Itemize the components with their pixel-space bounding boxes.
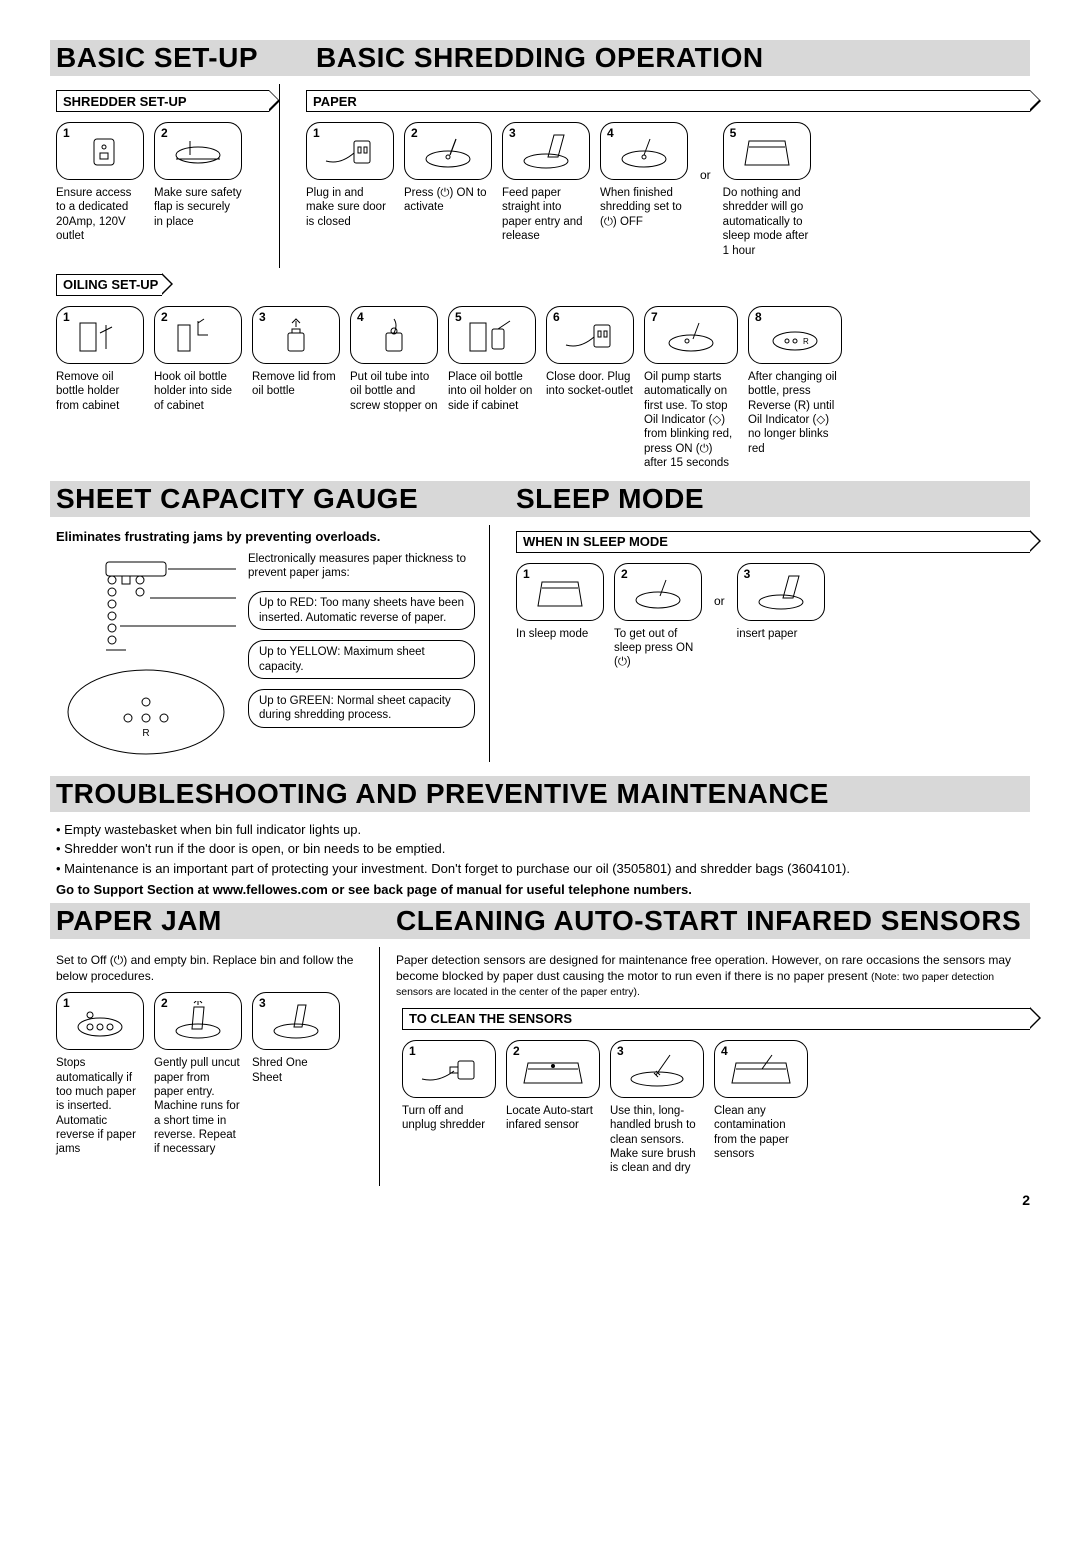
plug-icon	[320, 131, 380, 171]
or-text: or	[698, 168, 713, 212]
press-on-icon	[418, 131, 478, 171]
section-bar-mid: SHEET CAPACITY GAUGE SLEEP MODE	[50, 481, 1030, 517]
step: 2Locate Auto-start infared sensor	[506, 1040, 600, 1176]
step: 2To get out of sleep press ON (⏻)	[614, 563, 702, 670]
paper-steps: 1 Plug in and make sure door is closed 2…	[306, 122, 1030, 258]
gauge-intro: Electronically measures paper thickness …	[248, 552, 475, 582]
trouble-bullets: • Empty wastebasket when bin full indica…	[56, 820, 1030, 879]
press-on-icon	[628, 572, 688, 612]
svg-text:R: R	[142, 728, 149, 739]
sleep-steps: 1In sleep mode 2To get out of sleep pres…	[516, 563, 1030, 670]
step: 1 Ensure access to a dedicated 20Amp, 12…	[56, 122, 144, 244]
bullet: • Empty wastebasket when bin full indica…	[56, 820, 1030, 840]
step: 3 Feed paper straight into paper entry a…	[502, 122, 590, 258]
step: 3insert paper	[737, 563, 825, 670]
title-trouble: TROUBLESHOOTING AND PREVENTIVE MAINTENAN…	[50, 776, 829, 812]
clean-steps: 1Turn off and unplug shredder 2Locate Au…	[402, 1040, 1030, 1176]
one-sheet-icon	[266, 1001, 326, 1041]
step: 2Gently pull uncut paper from paper entr…	[154, 992, 242, 1157]
label-oiling: OILING SET-UP	[56, 274, 162, 296]
jam-intro: Set to Off (⏻) and empty bin. Replace bi…	[56, 953, 363, 984]
section-bar-trouble: TROUBLESHOOTING AND PREVENTIVE MAINTENAN…	[50, 776, 1030, 812]
gauge-callout-red: Up to RED: Too many sheets have been ins…	[248, 591, 475, 630]
bullet: • Maintenance is an important part of pr…	[56, 859, 1030, 879]
feed-paper-icon	[516, 131, 576, 171]
step: 7Oil pump starts automatically on first …	[644, 306, 738, 471]
insert-paper-icon	[751, 572, 811, 612]
reverse-icon: R	[765, 315, 825, 355]
title-gauge: SHEET CAPACITY GAUGE	[50, 481, 510, 517]
title-sleep: SLEEP MODE	[510, 481, 704, 517]
step: 2 Make sure safety flap is securely in p…	[154, 122, 242, 244]
step: 2 Press (⏻) ON to activate	[404, 122, 492, 258]
shredder-setup-steps: 1 Ensure access to a dedicated 20Amp, 12…	[56, 122, 269, 244]
step: 1Stops automatically if too much paper i…	[56, 992, 144, 1157]
jam-steps: 1Stops automatically if too much paper i…	[56, 992, 369, 1157]
place-bottle-icon	[462, 315, 522, 355]
title-jam: PAPER JAM	[50, 903, 390, 939]
step: 1Remove oil bottle holder from cabinet	[56, 306, 144, 471]
bullet: • Shredder won't run if the door is open…	[56, 839, 1030, 859]
title-basic-shredding: BASIC SHREDDING OPERATION	[310, 40, 764, 76]
step: 5Place oil bottle into oil holder on sid…	[448, 306, 536, 471]
locate-sensor-icon	[518, 1049, 588, 1089]
section-bar-bottom: PAPER JAM CLEANING AUTO-START INFARED SE…	[50, 903, 1030, 939]
label-shredder-setup: SHREDDER SET-UP	[56, 90, 269, 112]
shredder-top-icon	[168, 131, 228, 171]
bottle-holder-icon	[70, 315, 130, 355]
pull-paper-icon	[168, 1001, 228, 1041]
svg-text:R: R	[803, 337, 809, 346]
oiling-steps: 1Remove oil bottle holder from cabinet 2…	[56, 306, 1030, 471]
label-sleep: WHEN IN SLEEP MODE	[516, 531, 1030, 553]
sleep-box-icon	[530, 572, 590, 612]
gauge-subtitle: Eliminates frustrating jams by preventin…	[56, 529, 475, 544]
step: 4 When finished shredding set to (⏻) OFF	[600, 122, 688, 258]
brush-icon	[622, 1049, 692, 1089]
step: 6Close door. Plug into socket-outlet	[546, 306, 634, 471]
gauge-diagram-icon: R	[56, 552, 236, 762]
clean-sensor-icon	[726, 1049, 796, 1089]
remove-lid-icon	[266, 315, 326, 355]
plug-socket-icon	[560, 315, 620, 355]
label-paper: PAPER	[306, 90, 1030, 112]
shredder-box-icon	[737, 131, 797, 171]
oil-pump-icon	[661, 315, 721, 355]
step: 8RAfter changing oil bottle, press Rever…	[748, 306, 842, 471]
section-bar-top: BASIC SET-UP BASIC SHREDDING OPERATION	[50, 40, 1030, 76]
step: 3Remove lid from oil bottle	[252, 306, 340, 471]
step: 3Use thin, long-handled brush to clean s…	[610, 1040, 704, 1176]
step: 1 Plug in and make sure door is closed	[306, 122, 394, 258]
title-basic-setup: BASIC SET-UP	[50, 40, 310, 76]
oil-tube-icon	[364, 315, 424, 355]
label-clean: TO CLEAN THE SENSORS	[402, 1008, 1030, 1030]
step: 3Shred One Sheet	[252, 992, 340, 1157]
title-clean: CLEANING AUTO-START INFARED SENSORS	[390, 903, 1021, 939]
hook-holder-icon	[168, 315, 228, 355]
outlet-icon	[70, 131, 130, 171]
step: 4Clean any contamination from the paper …	[714, 1040, 808, 1176]
gauge-callout-yellow: Up to YELLOW: Maximum sheet capacity.	[248, 640, 475, 679]
clean-intro: Paper detection sensors are designed for…	[396, 953, 1030, 1000]
step: 5 Do nothing and shredder will go automa…	[723, 122, 811, 258]
press-off-icon	[614, 131, 674, 171]
step: 4Put oil tube into oil bottle and screw …	[350, 306, 438, 471]
step: 2Hook oil bottle holder into side of cab…	[154, 306, 242, 471]
unplug-icon	[414, 1049, 484, 1089]
page-number: 2	[50, 1192, 1030, 1208]
or-text: or	[712, 594, 727, 638]
gauge-callout-green: Up to GREEN: Normal sheet capacity durin…	[248, 689, 475, 728]
step: 1Turn off and unplug shredder	[402, 1040, 496, 1176]
auto-stop-icon	[70, 1001, 130, 1041]
step: 1In sleep mode	[516, 563, 604, 670]
trouble-go-line: Go to Support Section at www.fellowes.co…	[56, 882, 1030, 897]
